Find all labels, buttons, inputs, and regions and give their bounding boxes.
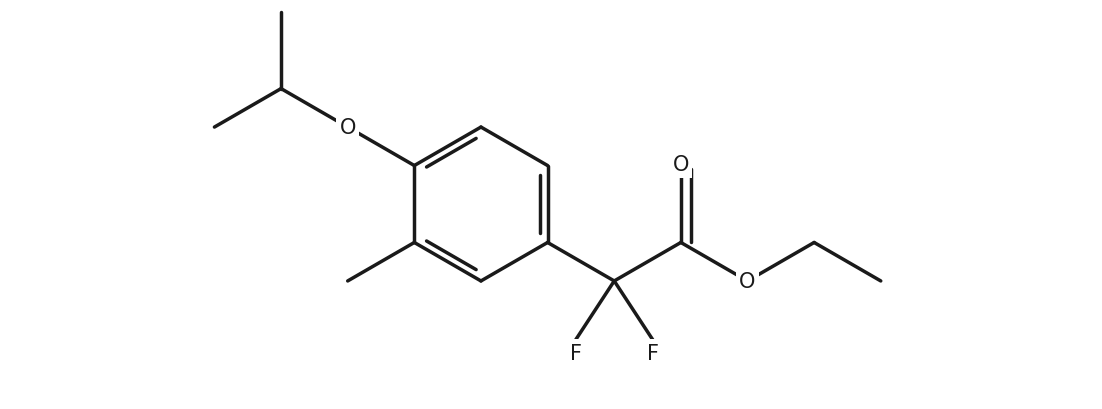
Text: O: O: [339, 118, 356, 138]
Text: F: F: [570, 343, 582, 363]
Text: O: O: [739, 271, 756, 291]
Text: O: O: [672, 155, 689, 175]
Text: F: F: [647, 343, 659, 363]
